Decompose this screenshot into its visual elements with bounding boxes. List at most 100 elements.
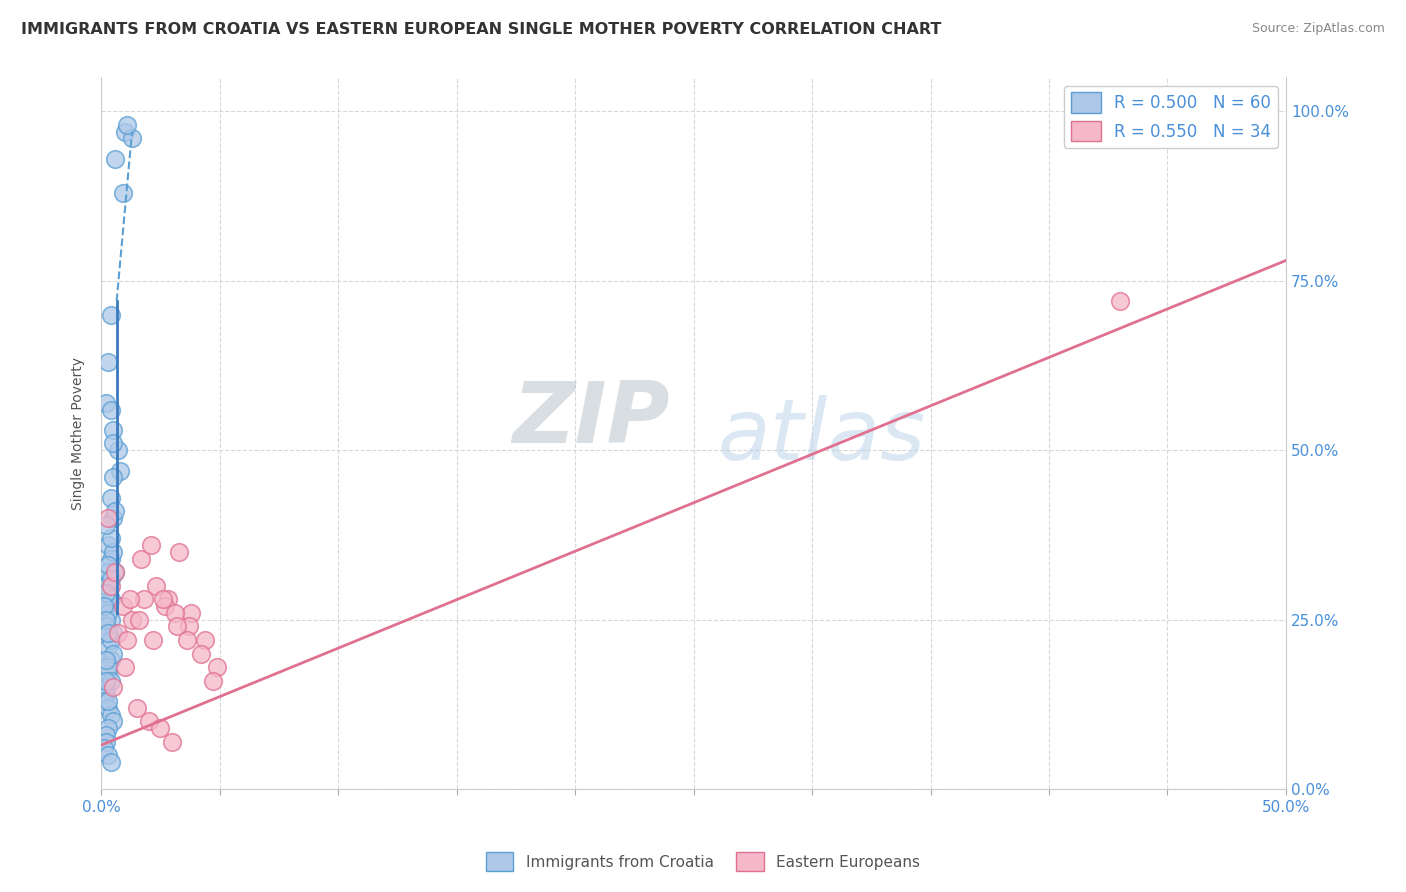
Point	[111, 186, 134, 200]
Point	[118, 592, 141, 607]
Point	[97, 701, 120, 715]
Point	[94, 517, 117, 532]
Point	[132, 592, 155, 607]
Point	[97, 606, 120, 620]
Point	[97, 585, 120, 599]
Point	[142, 633, 165, 648]
Point	[100, 613, 122, 627]
Point	[163, 606, 186, 620]
Text: Source: ZipAtlas.com: Source: ZipAtlas.com	[1251, 22, 1385, 36]
Point	[194, 633, 217, 648]
Point	[100, 707, 122, 722]
Point	[94, 613, 117, 627]
Point	[97, 511, 120, 525]
Point	[128, 613, 150, 627]
Point	[100, 572, 122, 586]
Point	[97, 667, 120, 681]
Point	[100, 633, 122, 648]
Point	[101, 470, 124, 484]
Point	[131, 551, 153, 566]
Point	[94, 579, 117, 593]
Point	[1109, 294, 1132, 309]
Point	[97, 558, 120, 573]
Point	[156, 592, 179, 607]
Point	[94, 396, 117, 410]
Point	[97, 626, 120, 640]
Point	[97, 694, 120, 708]
Point	[94, 673, 117, 688]
Point	[117, 633, 139, 648]
Point	[94, 585, 117, 599]
Point	[94, 653, 117, 667]
Point	[100, 755, 122, 769]
Point	[97, 660, 120, 674]
Point	[100, 532, 122, 546]
Point	[101, 511, 124, 525]
Point	[108, 464, 131, 478]
Point	[121, 131, 143, 145]
Point	[100, 402, 122, 417]
Point	[100, 653, 122, 667]
Point	[104, 566, 127, 580]
Y-axis label: Single Mother Poverty: Single Mother Poverty	[72, 357, 86, 510]
Point	[169, 545, 191, 559]
Point	[100, 579, 122, 593]
Point	[177, 619, 200, 633]
Point	[97, 721, 120, 735]
Point	[93, 599, 115, 614]
Point	[139, 538, 162, 552]
Point	[97, 355, 120, 369]
Text: IMMIGRANTS FROM CROATIA VS EASTERN EUROPEAN SINGLE MOTHER POVERTY CORRELATION CH: IMMIGRANTS FROM CROATIA VS EASTERN EUROP…	[21, 22, 942, 37]
Point	[201, 673, 224, 688]
Point	[101, 714, 124, 729]
Point	[107, 626, 129, 640]
Point	[121, 613, 143, 627]
Point	[145, 579, 167, 593]
Legend: R = 0.500   N = 60, R = 0.550   N = 34: R = 0.500 N = 60, R = 0.550 N = 34	[1064, 86, 1278, 148]
Point	[104, 566, 127, 580]
Point	[94, 681, 117, 695]
Point	[101, 647, 124, 661]
Point	[104, 504, 127, 518]
Point	[180, 606, 202, 620]
Point	[190, 647, 212, 661]
Point	[111, 599, 134, 614]
Point	[125, 701, 148, 715]
Point	[97, 538, 120, 552]
Point	[101, 423, 124, 437]
Point	[114, 125, 136, 139]
Point	[94, 728, 117, 742]
Point	[97, 640, 120, 654]
Point	[207, 660, 229, 674]
Point	[94, 619, 117, 633]
Point	[149, 721, 172, 735]
Text: atlas: atlas	[717, 395, 925, 478]
Point	[117, 118, 139, 132]
Point	[100, 673, 122, 688]
Point	[166, 619, 188, 633]
Point	[152, 592, 174, 607]
Point	[176, 633, 198, 648]
Text: ZIP: ZIP	[512, 377, 669, 460]
Point	[93, 694, 115, 708]
Legend: Immigrants from Croatia, Eastern Europeans: Immigrants from Croatia, Eastern Europea…	[479, 847, 927, 877]
Point	[104, 152, 127, 166]
Point	[97, 566, 120, 580]
Point	[94, 687, 117, 701]
Point	[107, 443, 129, 458]
Point	[114, 660, 136, 674]
Point	[101, 626, 124, 640]
Point	[100, 592, 122, 607]
Point	[101, 436, 124, 450]
Point	[93, 741, 115, 756]
Point	[100, 491, 122, 505]
Point	[101, 545, 124, 559]
Point	[100, 308, 122, 322]
Point	[153, 599, 176, 614]
Point	[162, 734, 184, 748]
Point	[101, 681, 124, 695]
Point	[97, 748, 120, 763]
Point	[100, 551, 122, 566]
Point	[94, 734, 117, 748]
Point	[138, 714, 160, 729]
